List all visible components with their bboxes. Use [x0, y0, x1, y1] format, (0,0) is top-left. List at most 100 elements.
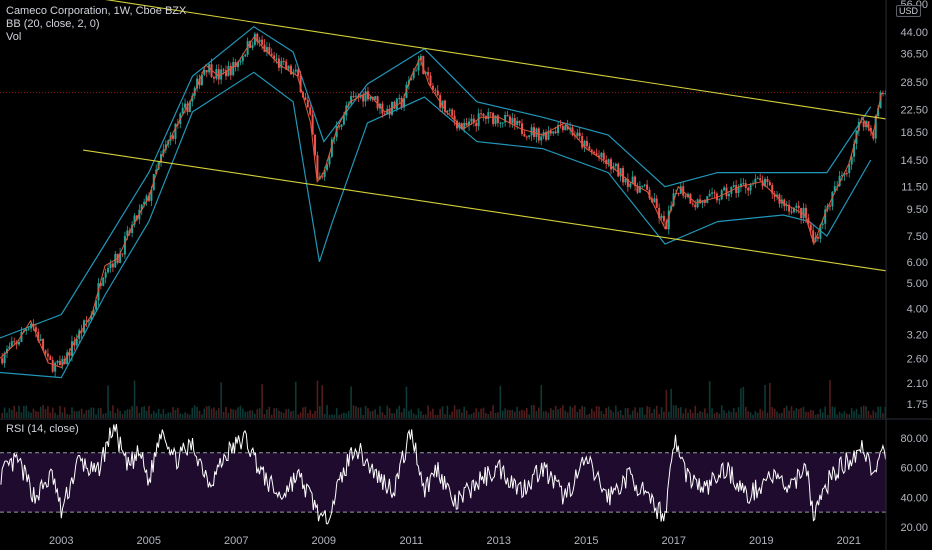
price-tick-label: 7.50 [907, 231, 928, 243]
volume-bar [713, 413, 716, 418]
volume-bar [136, 406, 138, 418]
volume-bar [415, 414, 417, 418]
volume-bar [723, 410, 725, 418]
candle-body [374, 96, 377, 100]
volume-bar [88, 409, 90, 418]
volume-bar [131, 406, 133, 418]
volume-bar [54, 412, 56, 418]
volume-bar [244, 411, 247, 418]
candle-body [602, 152, 605, 160]
rsi-tick-label: 20.00 [900, 522, 928, 534]
volume-bar [473, 412, 475, 418]
candle-body [429, 75, 432, 86]
candle-body [528, 135, 531, 137]
candle-body [49, 356, 52, 361]
candle-body [694, 204, 697, 208]
bb-legend: BB (20, close, 2, 0) [6, 18, 100, 30]
volume-bar [367, 408, 369, 418]
price-tick-label: 11.50 [901, 182, 928, 194]
volume-bar [677, 408, 680, 418]
upper-channel-trendline[interactable] [83, 0, 887, 120]
candle-body [222, 69, 225, 71]
volume-bar [461, 412, 463, 418]
volume-bar [805, 411, 807, 418]
candle-body [258, 39, 261, 42]
candle-body [477, 113, 480, 127]
lower-channel-trendline[interactable] [83, 149, 887, 272]
candle-body [184, 103, 187, 108]
candle-body [155, 169, 158, 174]
candle-body [790, 211, 793, 213]
volume-bar [831, 406, 834, 418]
candle-body [87, 319, 90, 322]
volume-bar [451, 411, 453, 418]
candle-body [251, 44, 254, 48]
volume-bar [550, 408, 552, 418]
volume-bar [217, 408, 220, 418]
candle-body [684, 195, 687, 198]
candle-body [595, 153, 598, 156]
volume-bar [121, 414, 124, 418]
volume-bar [292, 410, 295, 418]
volume-bar [848, 414, 851, 418]
candle-body [756, 178, 759, 180]
candle-body [472, 118, 475, 123]
candle-body [107, 268, 110, 273]
candle-body [388, 108, 391, 115]
candle-body [436, 90, 439, 96]
price-tick-label: 6.00 [907, 257, 928, 269]
candle-body [638, 186, 641, 193]
volume-bar [547, 412, 550, 418]
candle-body [809, 224, 812, 231]
volume-bar [725, 412, 728, 418]
candle-body [314, 134, 317, 156]
volume-bar [268, 406, 271, 418]
volume-bar [766, 412, 769, 418]
volume-bar [870, 414, 872, 418]
volume-bar [92, 407, 95, 418]
volume-bar [692, 413, 694, 418]
volume-bar [569, 406, 571, 418]
candle-body [783, 199, 786, 207]
volume-bar [227, 412, 230, 418]
candle-body [807, 217, 810, 225]
volume-bar [150, 413, 153, 418]
volume-bar [602, 414, 605, 418]
rsi-tick-label: 80.00 [900, 433, 928, 445]
volume-bar [441, 406, 444, 418]
volume-bar [350, 386, 352, 418]
candle-body [85, 320, 88, 322]
rsi-pane[interactable] [0, 423, 887, 525]
volume-bar [571, 407, 574, 418]
candle-body [605, 159, 608, 165]
volume-bar [593, 411, 595, 418]
volume-bar [874, 412, 877, 418]
volume-bar [651, 413, 653, 418]
candle-body [328, 156, 331, 165]
volume-bar [595, 405, 598, 418]
volume-bar [492, 405, 494, 418]
time-tick-label: 2011 [399, 535, 423, 547]
volume-bar [275, 408, 278, 418]
candle-body [607, 159, 610, 165]
volume-bar [665, 389, 668, 418]
volume-bar [497, 412, 499, 418]
volume-bar [68, 414, 71, 418]
volume-bar [785, 405, 788, 418]
price-pane[interactable] [0, 0, 887, 418]
candle-body [422, 56, 425, 74]
volume-bar [655, 405, 658, 418]
currency-badge[interactable]: USD [896, 5, 922, 17]
candle-body [102, 277, 105, 286]
price-tick-label: 22.50 [900, 104, 928, 116]
candle-body [145, 195, 148, 202]
volume-bar [564, 410, 567, 418]
candle-body [496, 115, 499, 123]
candle-body [828, 205, 831, 207]
volume-bar [11, 409, 13, 418]
candle-body [576, 132, 579, 137]
volume-bar [858, 414, 860, 418]
volume-bar [405, 386, 408, 418]
volume-bar [463, 406, 466, 418]
